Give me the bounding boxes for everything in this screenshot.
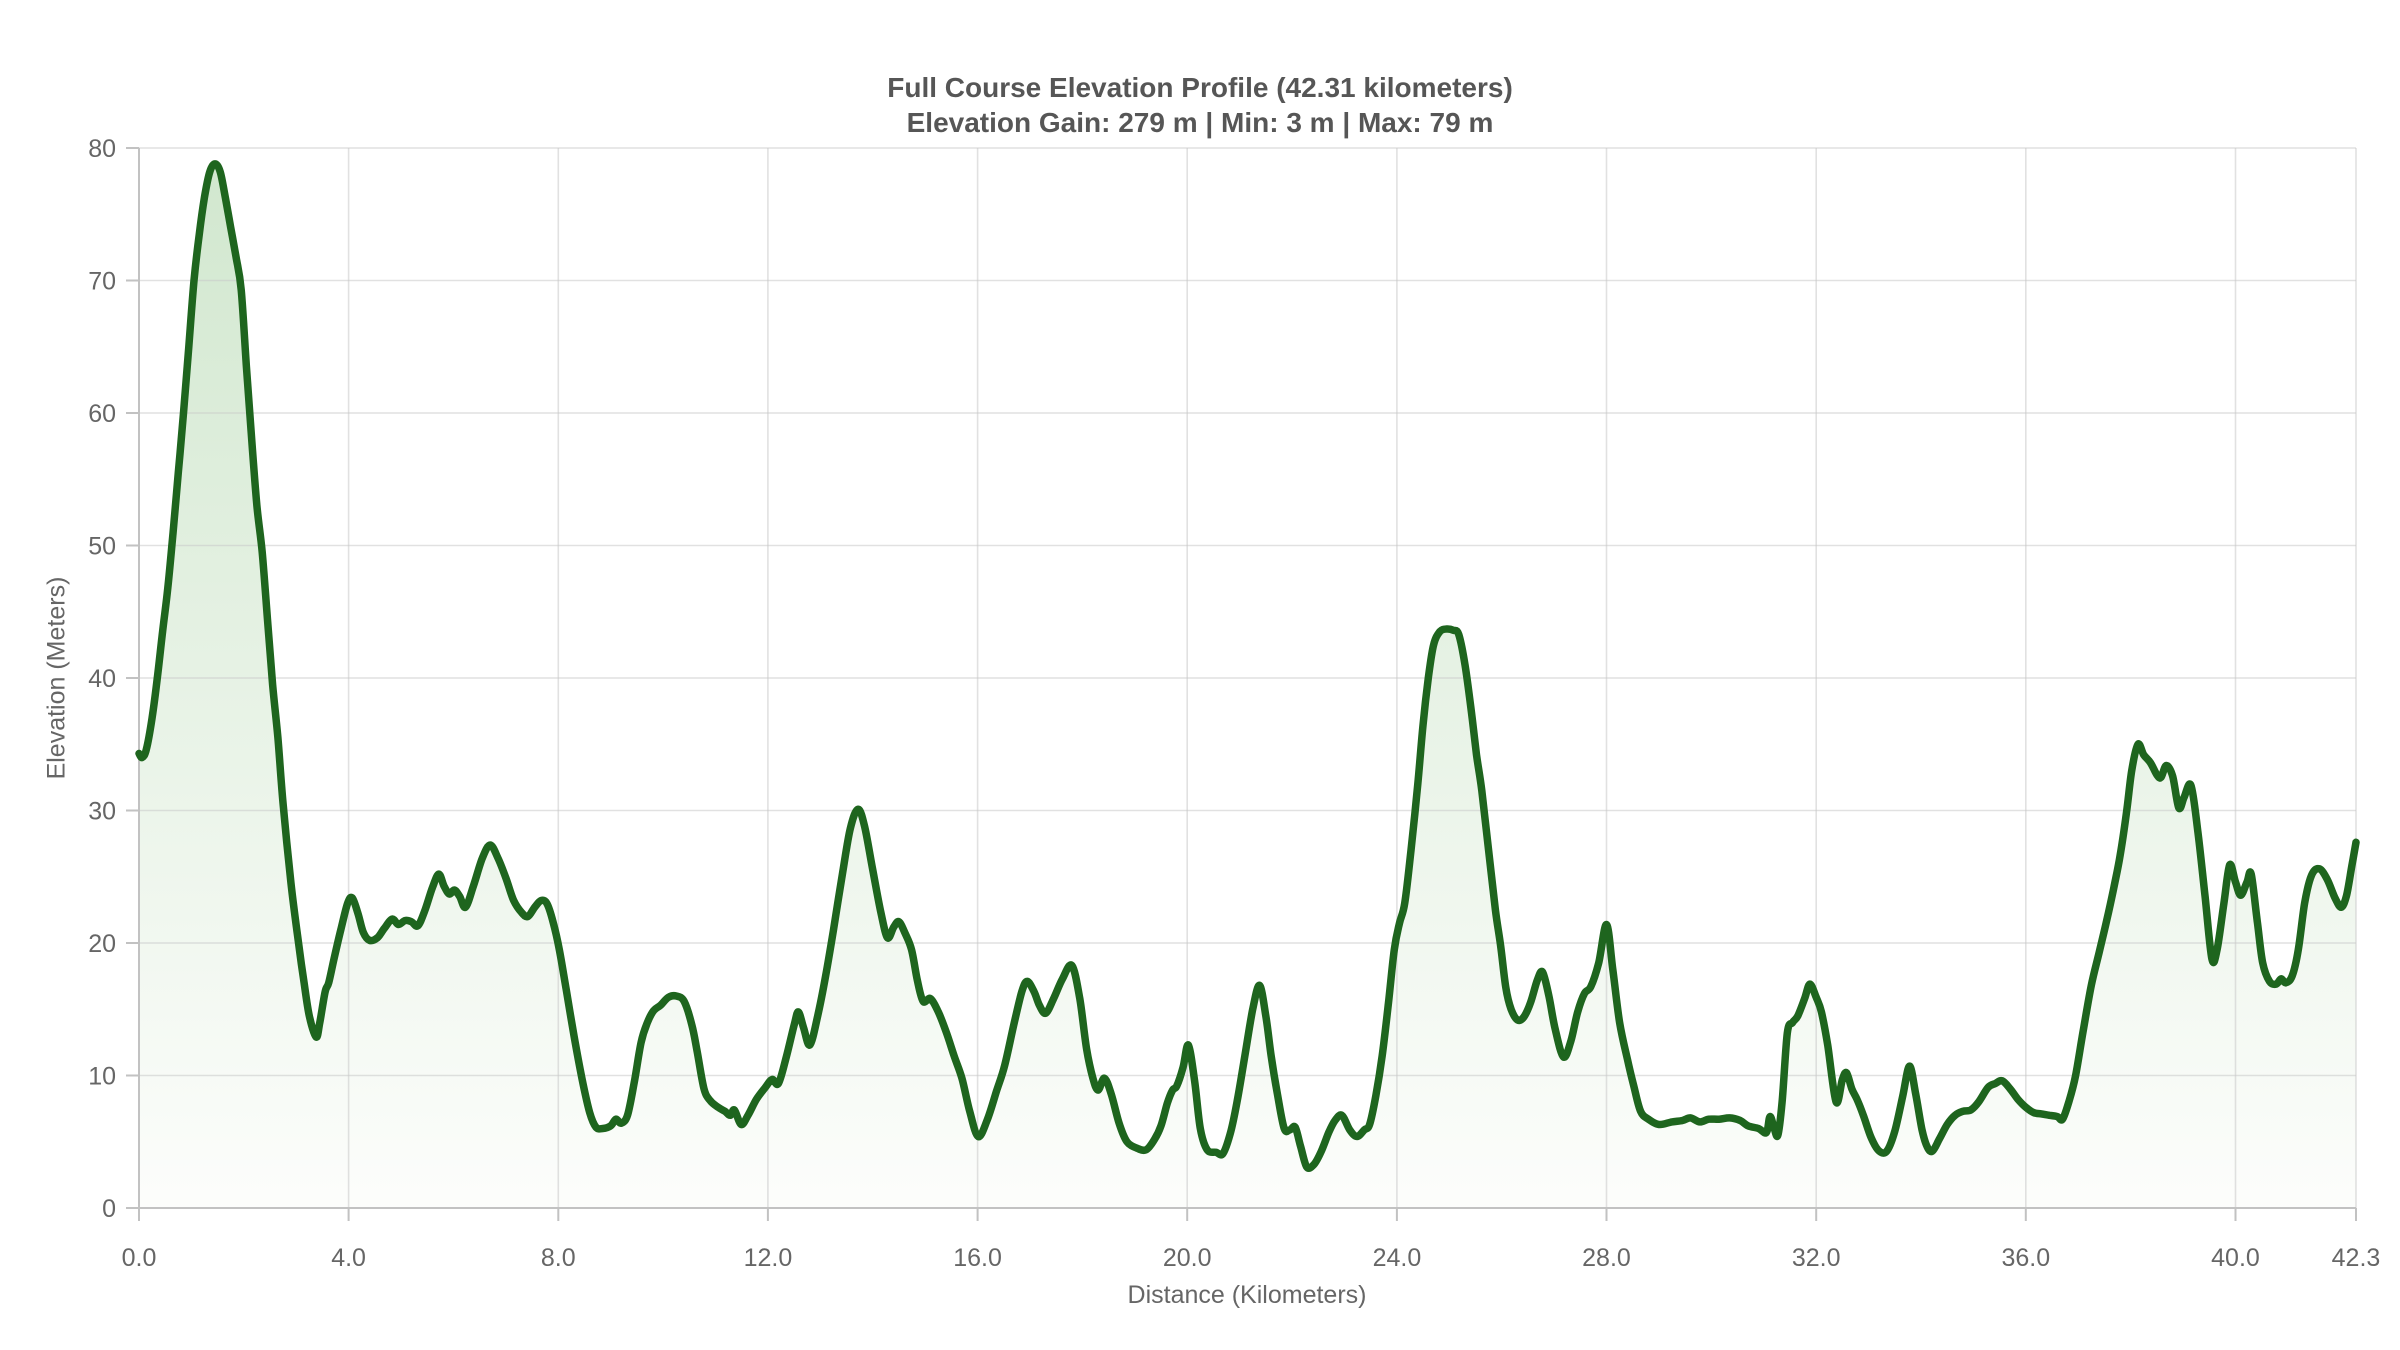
gridlines [139, 147, 2357, 1208]
x-tick-label: 20.0 [1163, 1244, 1212, 1272]
x-tick-label: 8.0 [541, 1244, 576, 1272]
x-tick-label: 12.0 [744, 1244, 793, 1272]
y-tick-label: 10 [88, 1063, 116, 1091]
x-tick-label: 36.0 [2001, 1244, 2050, 1272]
x-axis-title: Distance (Kilometers) [1127, 1281, 1367, 1309]
y-tick-label: 70 [88, 268, 116, 296]
y-tick-label: 0 [102, 1195, 116, 1223]
x-tick-label: 4.0 [331, 1244, 366, 1272]
y-tick-label: 20 [88, 930, 116, 958]
chart-title: Full Course Elevation Profile (42.31 kil… [887, 70, 1513, 140]
y-tick-label: 80 [88, 135, 116, 163]
y-tick-label: 40 [88, 665, 116, 693]
x-tick-label: 28.0 [1582, 1244, 1631, 1272]
x-tick-label: 24.0 [1373, 1244, 1422, 1272]
elevation-line [135, 160, 2360, 1172]
x-tick-label: 40.0 [2211, 1244, 2260, 1272]
axes [126, 147, 2357, 1221]
y-tick-label: 30 [88, 798, 116, 826]
chart-title-line1: Full Course Elevation Profile (42.31 kil… [887, 72, 1513, 103]
y-axis-title: Elevation (Meters) [42, 576, 71, 780]
chart-title-line2: Elevation Gain: 279 m | Min: 3 m | Max: … [906, 107, 1494, 138]
tick-labels: 0 10 20 30 40 50 60 70 80 0.0 4.0 8.0 12.0 16.0 20.0 24… [88, 135, 2380, 1272]
y-tick-label: 60 [88, 400, 116, 428]
elevation-area [139, 163, 2356, 1208]
x-tick-label: 42.3 [2332, 1244, 2381, 1272]
x-tick-label: 0.0 [122, 1244, 157, 1272]
x-tick-label: 32.0 [1792, 1244, 1841, 1272]
y-tick-label: 50 [88, 533, 116, 561]
x-tick-label: 16.0 [953, 1244, 1002, 1272]
